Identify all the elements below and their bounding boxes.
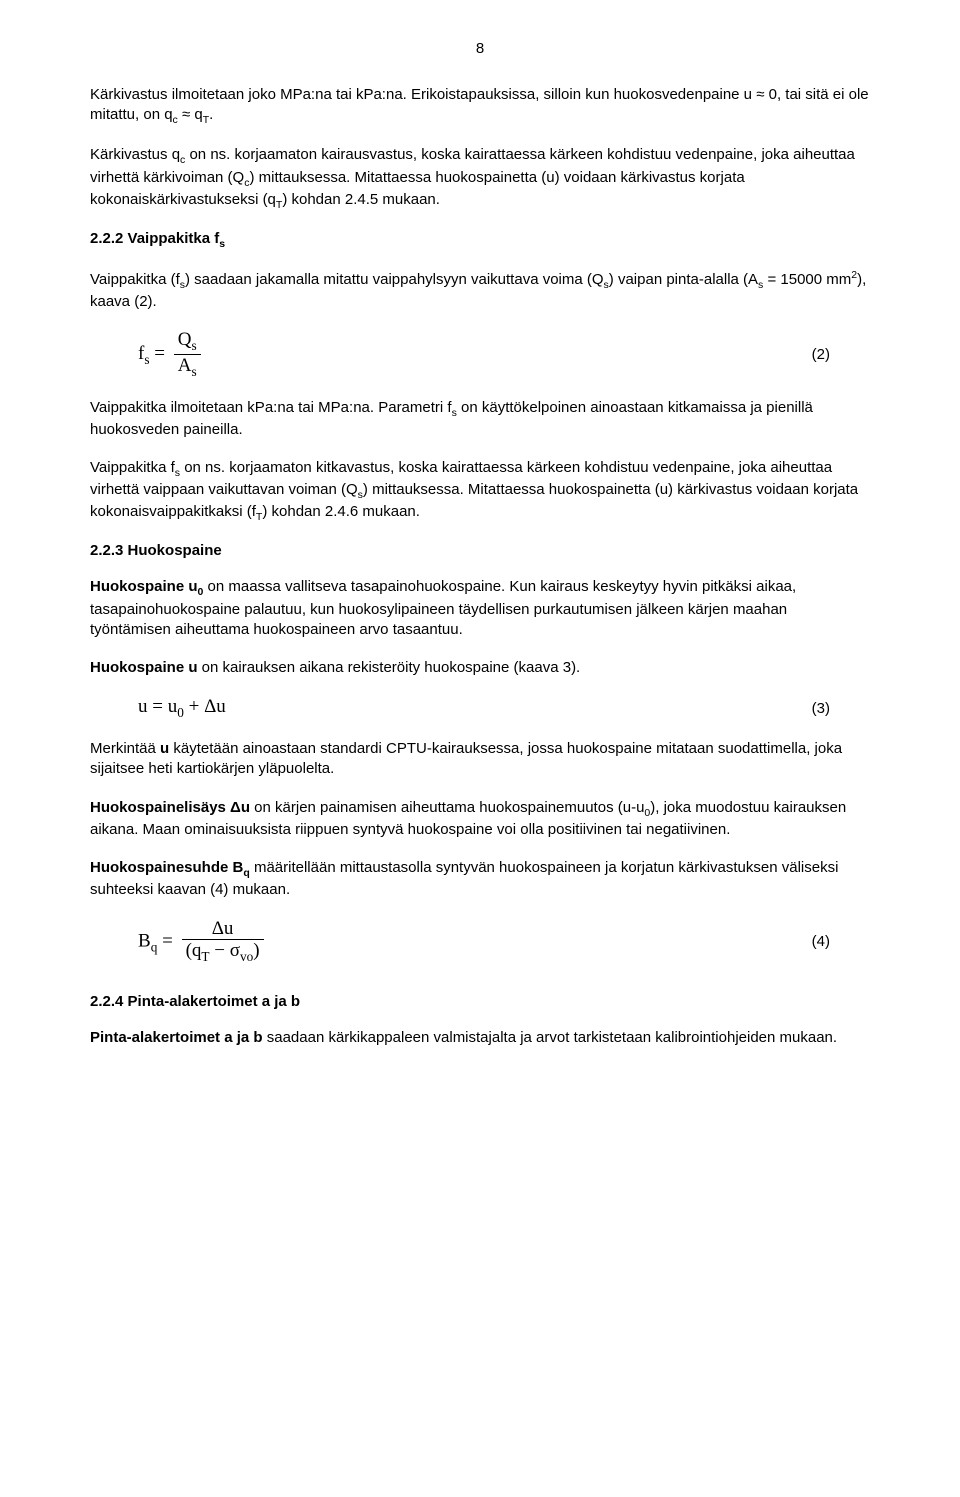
text: ) vaipan pinta-alalla (A	[609, 271, 758, 288]
eq-text: u = u	[138, 696, 177, 717]
paragraph-huokospaine-u: Huokospaine u on kairauksen aikana rekis…	[90, 658, 870, 678]
text-bold: Huokospaine u	[90, 659, 198, 676]
page-number: 8	[90, 40, 870, 57]
paragraph-vaippakitka-fs: Vaippakitka fs on ns. korjaamaton kitkav…	[90, 458, 870, 525]
eq-equals: =	[150, 343, 170, 364]
page-container: 8 Kärkivastus ilmoitetaan joko MPa:na ta…	[0, 0, 960, 1497]
sub-vo: vo	[240, 949, 253, 964]
equation-4-row: Bq = Δu(qT − σvo) (4)	[90, 919, 870, 966]
sub-s: s	[191, 364, 196, 379]
text-bold: Huokospainelisäys Δu	[90, 799, 250, 816]
paragraph-vaippakitka-def: Vaippakitka (fs) saadaan jakamalla mitat…	[90, 268, 870, 312]
fraction: QsAs	[174, 330, 201, 379]
eq-lhs: B	[138, 930, 151, 951]
sub-0: 0	[177, 705, 184, 720]
text: Merkintää	[90, 740, 160, 757]
sub-s: s	[191, 338, 196, 353]
equation-2: fs = QsAs	[90, 330, 338, 379]
text: Vaippakitka (f	[90, 271, 180, 288]
numerator: Δu	[182, 919, 264, 941]
text-bold: Pinta-alakertoimet a ja b	[90, 1029, 263, 1046]
denominator: (qT − σvo)	[182, 940, 264, 965]
paragraph-huokospaine-u0: Huokospaine u0 on maassa vallitseva tasa…	[90, 577, 870, 640]
numerator: Qs	[174, 330, 201, 354]
paragraph-merkinta-u: Merkintää u käytetään ainoastaan standar…	[90, 739, 870, 780]
equation-number-3: (3)	[338, 700, 870, 717]
equation-number-2: (2)	[338, 346, 870, 363]
text: ) saadaan jakamalla mitattu vaippahylsyy…	[185, 271, 604, 288]
text: = 15000 mm	[763, 271, 851, 288]
text-bold: u	[160, 740, 169, 757]
paragraph-vaippakitka-units: Vaippakitka ilmoitetaan kPa:na tai MPa:n…	[90, 398, 870, 440]
text: käytetään ainoastaan standardi CPTU-kair…	[90, 740, 842, 777]
text-bold: Huokospaine u	[90, 578, 198, 595]
text: Vaippakitka f	[90, 459, 175, 476]
equation-4: Bq = Δu(qT − σvo)	[90, 919, 338, 966]
text: on kärjen painamisen aiheuttama huokospa…	[250, 799, 644, 816]
equation-3: u = u0 + Δu	[90, 696, 338, 721]
den-text: )	[253, 940, 259, 961]
equation-number-4: (4)	[338, 933, 870, 950]
paragraph-pintaalakertoimet: Pinta-alakertoimet a ja b saadaan kärkik…	[90, 1028, 870, 1048]
heading-pintaalakertoimet: 2.2.4 Pinta-alakertoimet a ja b	[90, 993, 870, 1010]
num-text: Q	[178, 329, 192, 350]
fraction: Δu(qT − σvo)	[182, 919, 264, 966]
text: Vaippakitka ilmoitetaan kPa:na tai MPa:n…	[90, 399, 452, 416]
eq-text: + Δu	[184, 696, 226, 717]
den-text: − σ	[210, 940, 240, 961]
sub-t: T	[201, 949, 209, 964]
text: ) kohdan 2.4.5 mukaan.	[282, 191, 440, 208]
denominator: As	[174, 355, 201, 380]
text-bold: Huokospainesuhde B	[90, 859, 243, 876]
equation-2-row: fs = QsAs (2)	[90, 330, 870, 379]
heading-huokospaine: 2.2.3 Huokospaine	[90, 542, 870, 559]
text: on kairauksen aikana rekisteröity huokos…	[198, 659, 581, 676]
heading-vaippakitka: 2.2.2 Vaippakitka fs	[90, 230, 870, 250]
paragraph-huokospainelisays: Huokospainelisäys Δu on kärjen painamise…	[90, 798, 870, 840]
text: .	[209, 106, 213, 123]
paragraph-huokospainesuhde: Huokospainesuhde Bq määritellään mittaus…	[90, 858, 870, 900]
text: ≈ q	[178, 106, 203, 123]
text: saadaan kärkikappaleen valmistajalta ja …	[263, 1029, 838, 1046]
text: Kärkivastus q	[90, 146, 180, 163]
den-text: A	[178, 355, 192, 376]
equation-3-row: u = u0 + Δu (3)	[90, 696, 870, 721]
paragraph-karkivastus-units: Kärkivastus ilmoitetaan joko MPa:na tai …	[90, 85, 870, 127]
paragraph-karkivastus-qc: Kärkivastus qc on ns. korjaamaton kairau…	[90, 145, 870, 212]
text: ) kohdan 2.4.6 mukaan.	[262, 503, 420, 520]
sub-s: s	[219, 238, 225, 250]
eq-equals: =	[157, 930, 177, 951]
den-text: (q	[186, 940, 202, 961]
heading-text: 2.2.2 Vaippakitka f	[90, 230, 219, 247]
